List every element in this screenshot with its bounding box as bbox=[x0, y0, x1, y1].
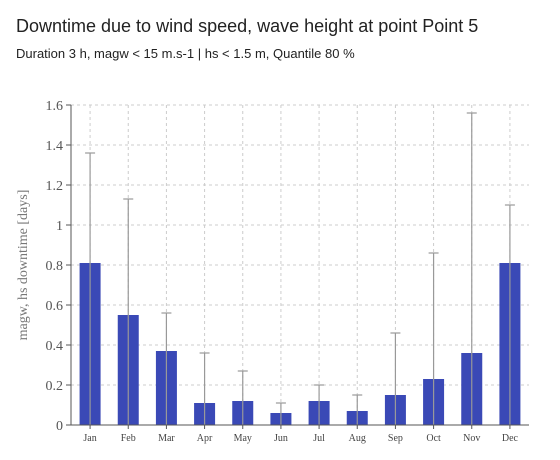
y-tick-label: 0.4 bbox=[46, 339, 64, 354]
x-tick-label: Apr bbox=[197, 433, 213, 444]
chart-subtitle: Duration 3 h, magw < 15 m.s-1 | hs < 1.5… bbox=[16, 46, 355, 61]
x-tick-label: Oct bbox=[426, 433, 441, 444]
y-tick-label: 0.2 bbox=[46, 379, 64, 394]
x-tick-label: Sep bbox=[388, 433, 403, 444]
bars bbox=[79, 263, 521, 425]
x-tick-label: Feb bbox=[121, 433, 136, 444]
error-bars bbox=[85, 112, 515, 425]
x-tick-label: Jan bbox=[83, 433, 96, 444]
x-tick-label: Nov bbox=[463, 433, 480, 444]
y-tick-label: 1.4 bbox=[46, 139, 64, 154]
y-tick-label: 1.6 bbox=[46, 99, 64, 114]
x-tick-label: Jul bbox=[313, 433, 325, 444]
y-tick-label: 0.6 bbox=[46, 299, 64, 314]
x-ticks: Jan Feb Mar Apr May Jun Jul Aug Sep Oct Nov Dec bbox=[83, 425, 519, 444]
x-tick-label: Jun bbox=[274, 433, 288, 444]
y-ticks: 0 0.2 0.4 0.6 0.8 1 1.2 1.4 1.6 bbox=[46, 99, 71, 434]
y-tick-label: 0.8 bbox=[46, 259, 64, 274]
x-tick-label: Aug bbox=[349, 433, 366, 444]
y-tick-label: 1 bbox=[56, 219, 63, 234]
y-axis-label: magw, hs downtime [days] bbox=[16, 190, 31, 341]
x-tick-label: Dec bbox=[502, 433, 519, 444]
chart-title: Downtime due to wind speed, wave height … bbox=[16, 16, 479, 36]
x-tick-label: May bbox=[234, 433, 252, 444]
y-tick-label: 0 bbox=[56, 419, 63, 434]
y-tick-label: 1.2 bbox=[46, 179, 64, 194]
x-tick-label: Mar bbox=[158, 433, 175, 444]
grid bbox=[71, 104, 529, 425]
